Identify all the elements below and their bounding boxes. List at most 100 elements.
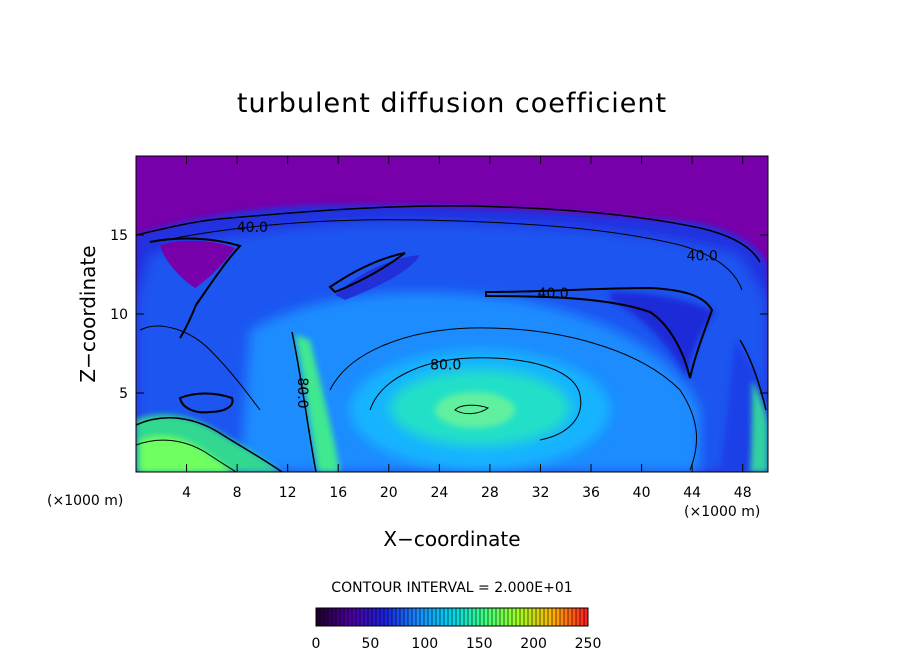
x-tick-label: 32	[532, 485, 550, 501]
contour-line-shear-top	[136, 205, 761, 263]
colorbar-tick-label: 150	[466, 636, 493, 652]
colorbar-swatch	[576, 608, 581, 626]
x-tick-label: 4	[182, 485, 191, 501]
colorbar-swatch	[324, 608, 329, 626]
y-axis-ticks: 5 10 15	[110, 228, 768, 402]
colorbar-swatch	[532, 608, 537, 626]
diffusion-field	[136, 205, 768, 472]
colorbar-swatch	[464, 608, 469, 626]
colorbar-swatch	[364, 608, 369, 626]
field-right-dark-streak	[610, 292, 715, 378]
colorbar-swatch	[348, 608, 353, 626]
colorbar-swatch	[316, 608, 321, 626]
contour-line-left-blob	[178, 392, 234, 414]
field-left-ground-bright	[140, 435, 232, 472]
colorbar-tick-label: 50	[361, 636, 379, 652]
colorbar-swatch	[556, 608, 561, 626]
colorbar-tick-label: 0	[312, 636, 321, 652]
colorbar-swatch	[552, 608, 557, 626]
x-tick-label: 24	[430, 485, 448, 501]
chart-title: turbulent diffusion coefficient	[237, 88, 667, 119]
colorbar-swatch	[580, 608, 585, 626]
colorbar-swatch	[508, 608, 513, 626]
colorbar-tick-label: 200	[520, 636, 547, 652]
colorbar-swatch	[352, 608, 357, 626]
contour-line-left-ground-2	[136, 439, 237, 472]
colorbar-tick-label: 100	[411, 636, 438, 652]
colorbar-swatch	[544, 608, 549, 626]
x-tick-label: 12	[279, 485, 297, 501]
colorbar-swatch	[420, 608, 425, 626]
contour-line-left-ground	[136, 417, 283, 472]
x-unit-right: (×1000 m)	[684, 504, 760, 520]
colorbar	[315, 607, 589, 627]
contour-line-80-eddy	[369, 357, 582, 441]
x-tick-label: 20	[380, 485, 398, 501]
contour-line-shear-inner	[174, 219, 743, 291]
x-unit-left: (×1000 m)	[47, 493, 123, 509]
colorbar-swatch	[484, 608, 489, 626]
colorbar-swatch	[536, 608, 541, 626]
field-upper-left-pocket	[160, 240, 235, 288]
colorbar-swatch	[568, 608, 573, 626]
colorbar-swatch	[336, 608, 341, 626]
colorbar-swatch	[416, 608, 421, 626]
field-right-edge-green	[750, 380, 768, 472]
colorbar-swatch	[412, 608, 417, 626]
colorbar-swatch	[344, 608, 349, 626]
x-tick-label: 48	[734, 485, 752, 501]
colorbar-swatch	[572, 608, 577, 626]
contour-line-plume	[291, 331, 317, 472]
x-tick-label: 28	[481, 485, 499, 501]
colorbar-swatch	[448, 608, 453, 626]
colorbar-swatch	[328, 608, 333, 626]
colorbar-swatch	[444, 608, 449, 626]
x-tick-label: 8	[233, 485, 242, 501]
colorbar-frame	[315, 607, 589, 627]
contour-label: 80.0	[294, 377, 310, 408]
colorbar-swatch	[436, 608, 441, 626]
field-plume	[295, 335, 340, 472]
x-tick-label: 40	[633, 485, 651, 501]
colorbar-swatch	[528, 608, 533, 626]
colorbar-swatch	[332, 608, 337, 626]
colorbar-swatch	[488, 608, 493, 626]
colorbar-swatch	[496, 608, 501, 626]
colorbar-swatch	[516, 608, 521, 626]
x-tick-label: 44	[683, 485, 701, 501]
colorbar-swatch	[380, 608, 385, 626]
colorbar-swatch	[520, 608, 525, 626]
x-axis-label: X−coordinate	[383, 527, 520, 551]
contour-interval-text: CONTOUR INTERVAL = 2.000E+01	[331, 580, 572, 596]
colorbar-swatch	[548, 608, 553, 626]
x-tick-label: 16	[329, 485, 347, 501]
colorbar-swatch	[476, 608, 481, 626]
colorbar-swatch	[368, 608, 373, 626]
contour-line-eddy-outer	[329, 327, 698, 471]
colorbar-swatch	[512, 608, 517, 626]
colorbar-swatch	[460, 608, 465, 626]
contour-line-core	[454, 404, 490, 415]
colorbar-swatch	[472, 608, 477, 626]
contour-line-right-edge	[739, 339, 767, 411]
colorbar-swatch	[340, 608, 345, 626]
contour-labels: 40.0 40.0 40.0 80.0 80.0	[237, 220, 718, 409]
colorbar-swatch	[400, 608, 405, 626]
y-axis-label: Z−coordinate	[76, 245, 100, 382]
colorbar-swatch	[320, 608, 325, 626]
colorbar-swatch	[456, 608, 461, 626]
colorbar-swatch	[372, 608, 377, 626]
colorbar-swatch	[424, 608, 429, 626]
y-tick-label: 10	[110, 307, 128, 323]
contour-lines	[136, 205, 767, 472]
contour-label: 40.0	[687, 248, 718, 264]
colorbar-swatch	[384, 608, 389, 626]
colorbar-swatch	[396, 608, 401, 626]
colorbar-swatch	[500, 608, 505, 626]
contour-line-left-loop	[139, 325, 261, 411]
colorbar-swatch	[560, 608, 565, 626]
colorbar-swatch	[452, 608, 457, 626]
colorbar-swatch	[440, 608, 445, 626]
colorbar-swatch	[392, 608, 397, 626]
